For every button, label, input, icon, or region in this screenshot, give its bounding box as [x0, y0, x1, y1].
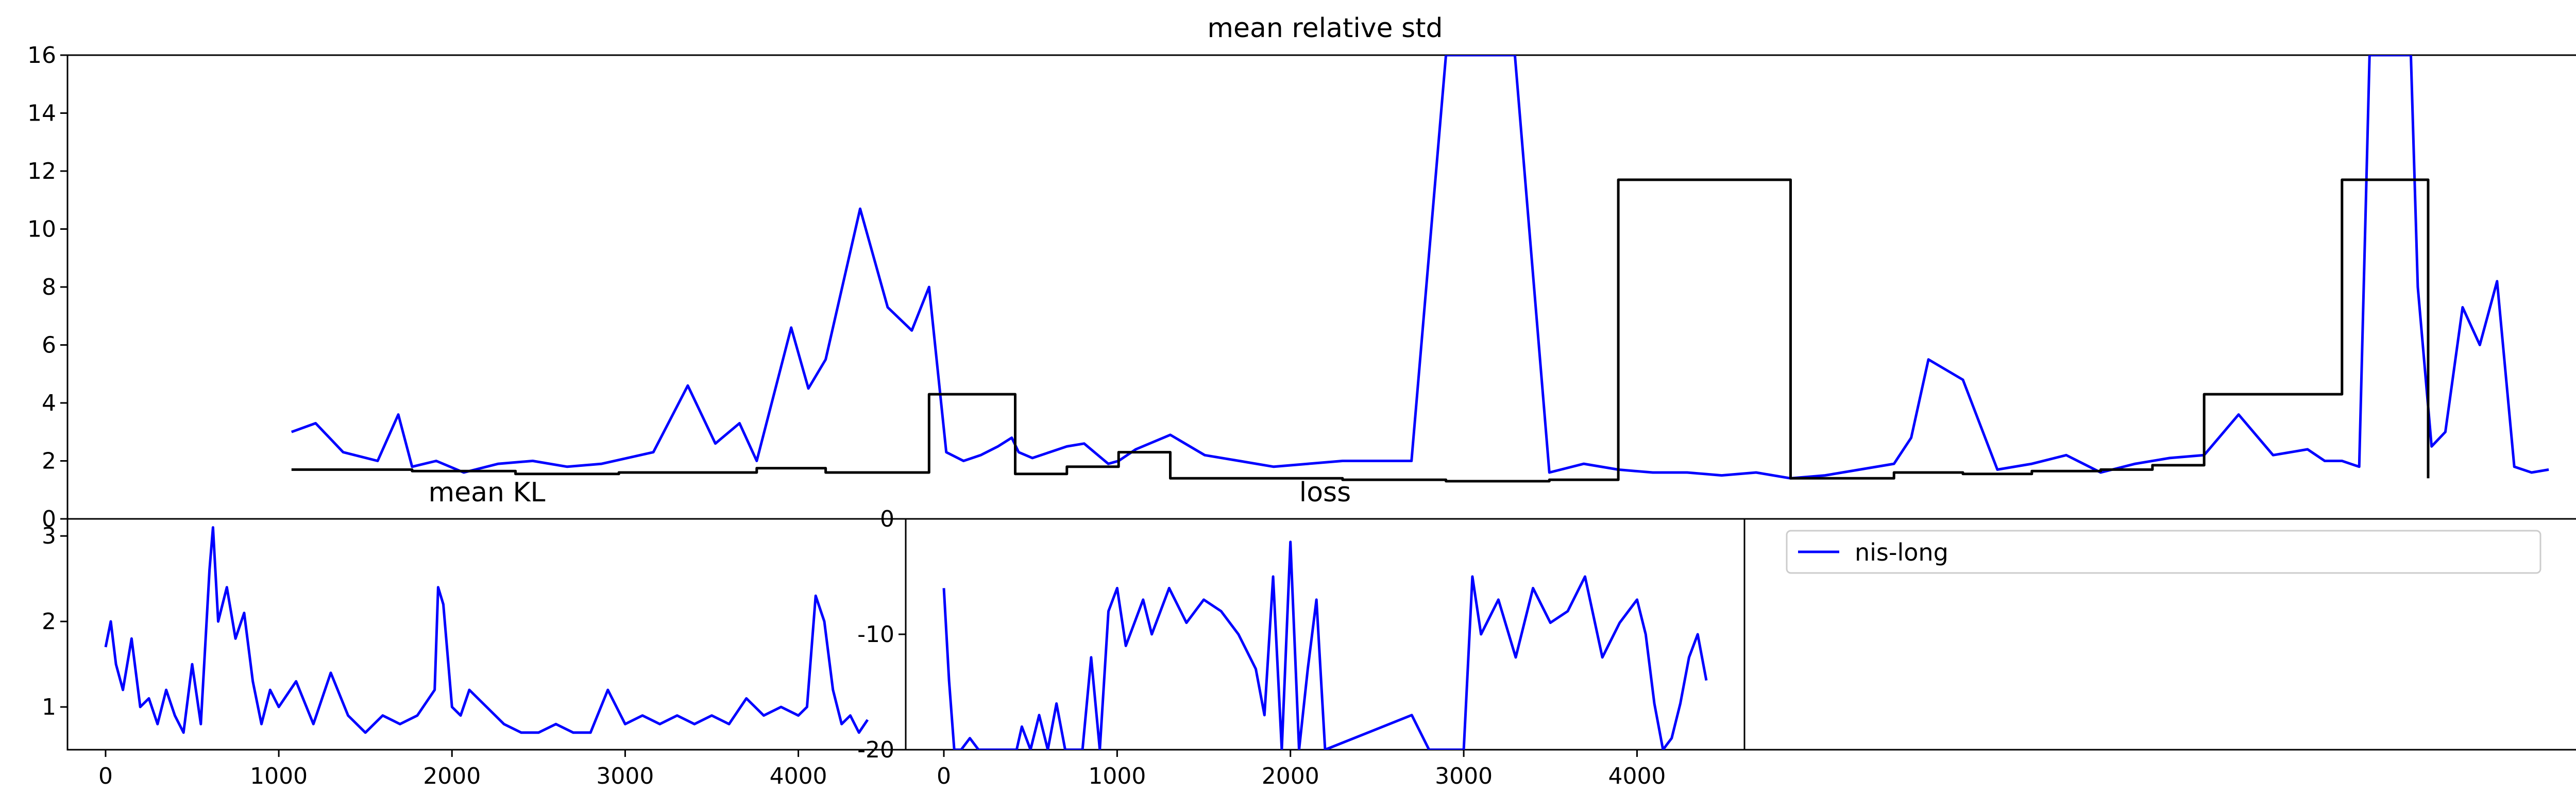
- x-tick-label: 1000: [1088, 763, 1146, 789]
- plot-frame: [66, 54, 2576, 520]
- y-tick-label: 2: [42, 448, 56, 475]
- x-tick-label: 2000: [1262, 763, 1319, 789]
- chart-title: mean KL: [428, 477, 545, 508]
- x-tick-label: 3000: [1435, 763, 1493, 789]
- y-tick-label: 1: [42, 694, 56, 720]
- y-tick-label: 0: [42, 506, 56, 532]
- legend-label: nis-long: [1855, 538, 1948, 566]
- x-tick-label: 0: [98, 763, 113, 789]
- series-line-reference-1: [291, 178, 2430, 483]
- x-tick-label: 1000: [250, 763, 308, 789]
- chart-loss: 0 -10 -20 0 1000 2000 3000 4000 loss: [857, 477, 1745, 789]
- y-tick-label: 6: [42, 332, 56, 359]
- plot-frame: [905, 518, 1745, 751]
- y-tick-label: -10: [857, 621, 894, 648]
- y-tick-label: 16: [27, 42, 56, 69]
- chart-title: mean relative std: [1207, 13, 1443, 44]
- y-tick-label: 3: [42, 523, 56, 549]
- x-tick-label: 0: [937, 763, 951, 789]
- y-tick-label: 2: [42, 609, 56, 635]
- legend-frame: [1743, 518, 2576, 751]
- plot-frame: [66, 518, 907, 751]
- x-tick-label: 3000: [596, 763, 654, 789]
- y-tick-label: 14: [27, 100, 56, 127]
- series-line-nis-long: [942, 541, 1708, 750]
- y-tick-label: 8: [42, 274, 56, 300]
- x-tick-label: 4000: [770, 763, 827, 789]
- y-tick-label: -20: [857, 737, 894, 763]
- series-line-nis-long: [104, 526, 869, 734]
- y-tick-label: 4: [42, 390, 56, 416]
- y-tick-label: 12: [27, 158, 56, 184]
- y-tick-label: 0: [880, 506, 894, 532]
- legend-box: [1786, 530, 2541, 574]
- y-tick-label: 10: [27, 216, 56, 243]
- chart-title: loss: [1299, 477, 1351, 508]
- chart-mean-relative-std: 0 2 4 6 8 10 12 14 16 mean relative std: [27, 13, 2576, 532]
- x-tick-label: 2000: [423, 763, 481, 789]
- x-tick-label: 4000: [1608, 763, 1666, 789]
- series-line-nis-long: [291, 55, 2549, 480]
- legend-panel: nis-long: [1743, 518, 2576, 751]
